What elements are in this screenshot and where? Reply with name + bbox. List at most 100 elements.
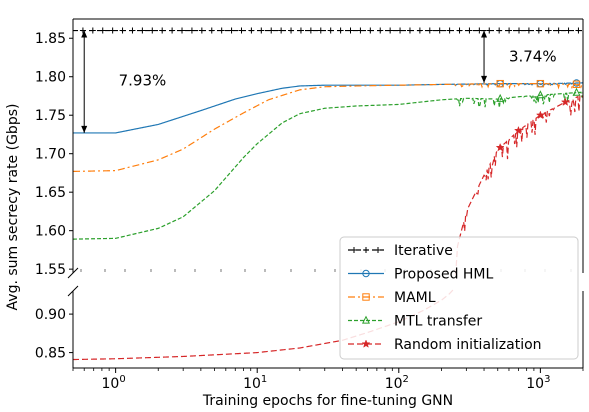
data-marker — [572, 87, 581, 96]
data-marker — [119, 27, 126, 34]
legend-label: Iterative — [394, 243, 453, 259]
data-marker — [496, 93, 505, 102]
axes-layer: 1.55 1.60 1.65 1.70 1.75 1.80 1.85 0.85 0.90 100 1… — [35, 18, 584, 392]
data-marker — [387, 27, 394, 34]
data-marker — [572, 80, 581, 89]
y-tick-label: 1.65 — [35, 185, 66, 201]
legend-label: MAML — [394, 290, 436, 306]
annotation-7-93pct: 7.93% — [81, 30, 167, 133]
axis-break-mark — [67, 285, 79, 297]
data-marker — [347, 27, 354, 34]
data-marker — [513, 125, 523, 135]
legend-label: MTL transfer — [394, 314, 482, 330]
arrow-head — [481, 30, 488, 38]
data-marker — [149, 27, 156, 34]
data-marker — [416, 27, 423, 34]
legend-item: Proposed HML — [348, 267, 494, 283]
annotation-3-74pct: 3.74% — [481, 30, 557, 83]
data-marker — [377, 27, 384, 34]
data-marker — [535, 110, 545, 120]
data-marker — [297, 27, 304, 34]
data-marker — [575, 27, 582, 34]
legend-marker — [351, 247, 357, 253]
data-marker — [169, 27, 176, 34]
legend: Iterative Proposed HML MAML MTL transfer Ran… — [339, 236, 579, 360]
data-marker — [486, 27, 493, 34]
data-marker — [248, 27, 255, 34]
data-marker — [288, 27, 295, 34]
data-marker — [129, 27, 136, 34]
x-axis-label: Training epochs for fine-tuning GNN — [202, 393, 453, 409]
legend-marker — [375, 247, 381, 253]
data-marker — [188, 27, 195, 34]
data-marker — [99, 27, 106, 34]
data-marker — [535, 27, 542, 34]
data-marker — [536, 90, 545, 99]
data-marker — [268, 27, 275, 34]
data-marker — [565, 27, 572, 34]
data-marker — [109, 27, 116, 34]
legend-box — [339, 236, 579, 360]
x-tick-label: 102 — [385, 374, 409, 392]
data-marker — [307, 27, 314, 34]
x-tick-label: 103 — [526, 374, 550, 392]
series-iterative — [73, 27, 583, 34]
data-marker — [218, 27, 225, 34]
data-marker — [278, 27, 285, 34]
data-marker — [456, 27, 463, 34]
legend-marker — [362, 293, 370, 301]
arrow-head — [481, 75, 488, 83]
y-tick-label: 1.70 — [35, 147, 66, 163]
legend-marker — [362, 269, 370, 278]
data-marker — [357, 27, 364, 34]
data-marker — [179, 27, 186, 34]
annotation-label: 7.93% — [119, 72, 167, 90]
data-marker — [139, 27, 146, 34]
data-marker — [466, 27, 473, 34]
arrow-head — [81, 125, 88, 133]
y-tick-label: 1.85 — [35, 31, 66, 47]
data-marker — [476, 27, 483, 34]
axis-break-mark — [67, 267, 79, 279]
y-axis-label: Avg. sum secrecy rate (Gbps) — [5, 104, 21, 311]
y-tick-label: 1.60 — [35, 224, 66, 240]
data-marker — [228, 27, 235, 34]
data-marker — [79, 27, 86, 34]
y-tick-label: 1.55 — [35, 262, 66, 278]
annotation-layer: 7.93% 3.74% — [81, 30, 557, 133]
data-marker — [555, 27, 562, 34]
data-marker — [536, 79, 545, 88]
data-marker — [89, 27, 96, 34]
arrow-head — [81, 30, 88, 38]
series-line — [73, 82, 583, 134]
x-tick-label: 100 — [102, 374, 126, 392]
data-marker — [159, 27, 166, 34]
x-tick-label: 101 — [243, 374, 267, 392]
data-marker — [495, 142, 505, 152]
legend-marker — [363, 247, 369, 253]
data-marker — [367, 27, 374, 34]
data-marker — [238, 27, 245, 34]
legend-item: MAML — [348, 290, 436, 306]
series-line — [73, 82, 583, 172]
annotation-label: 3.74% — [509, 48, 557, 66]
series-mtl-transfer — [73, 87, 583, 240]
data-marker — [198, 27, 205, 34]
y-tick-label: 0.90 — [35, 307, 66, 323]
y-tick-label: 1.75 — [35, 108, 66, 124]
data-marker — [337, 27, 344, 34]
data-marker — [327, 27, 334, 34]
series-line — [73, 91, 583, 240]
data-marker — [258, 27, 265, 34]
series-maml — [73, 79, 583, 172]
legend-item: MTL transfer — [348, 314, 482, 330]
series-layer — [73, 27, 583, 361]
data-marker — [436, 27, 443, 34]
data-marker — [545, 27, 552, 34]
y-tick-label: 0.85 — [35, 346, 66, 362]
data-marker — [496, 79, 504, 88]
data-marker — [446, 27, 453, 34]
data-marker — [208, 27, 215, 34]
legend-marker — [361, 339, 371, 348]
